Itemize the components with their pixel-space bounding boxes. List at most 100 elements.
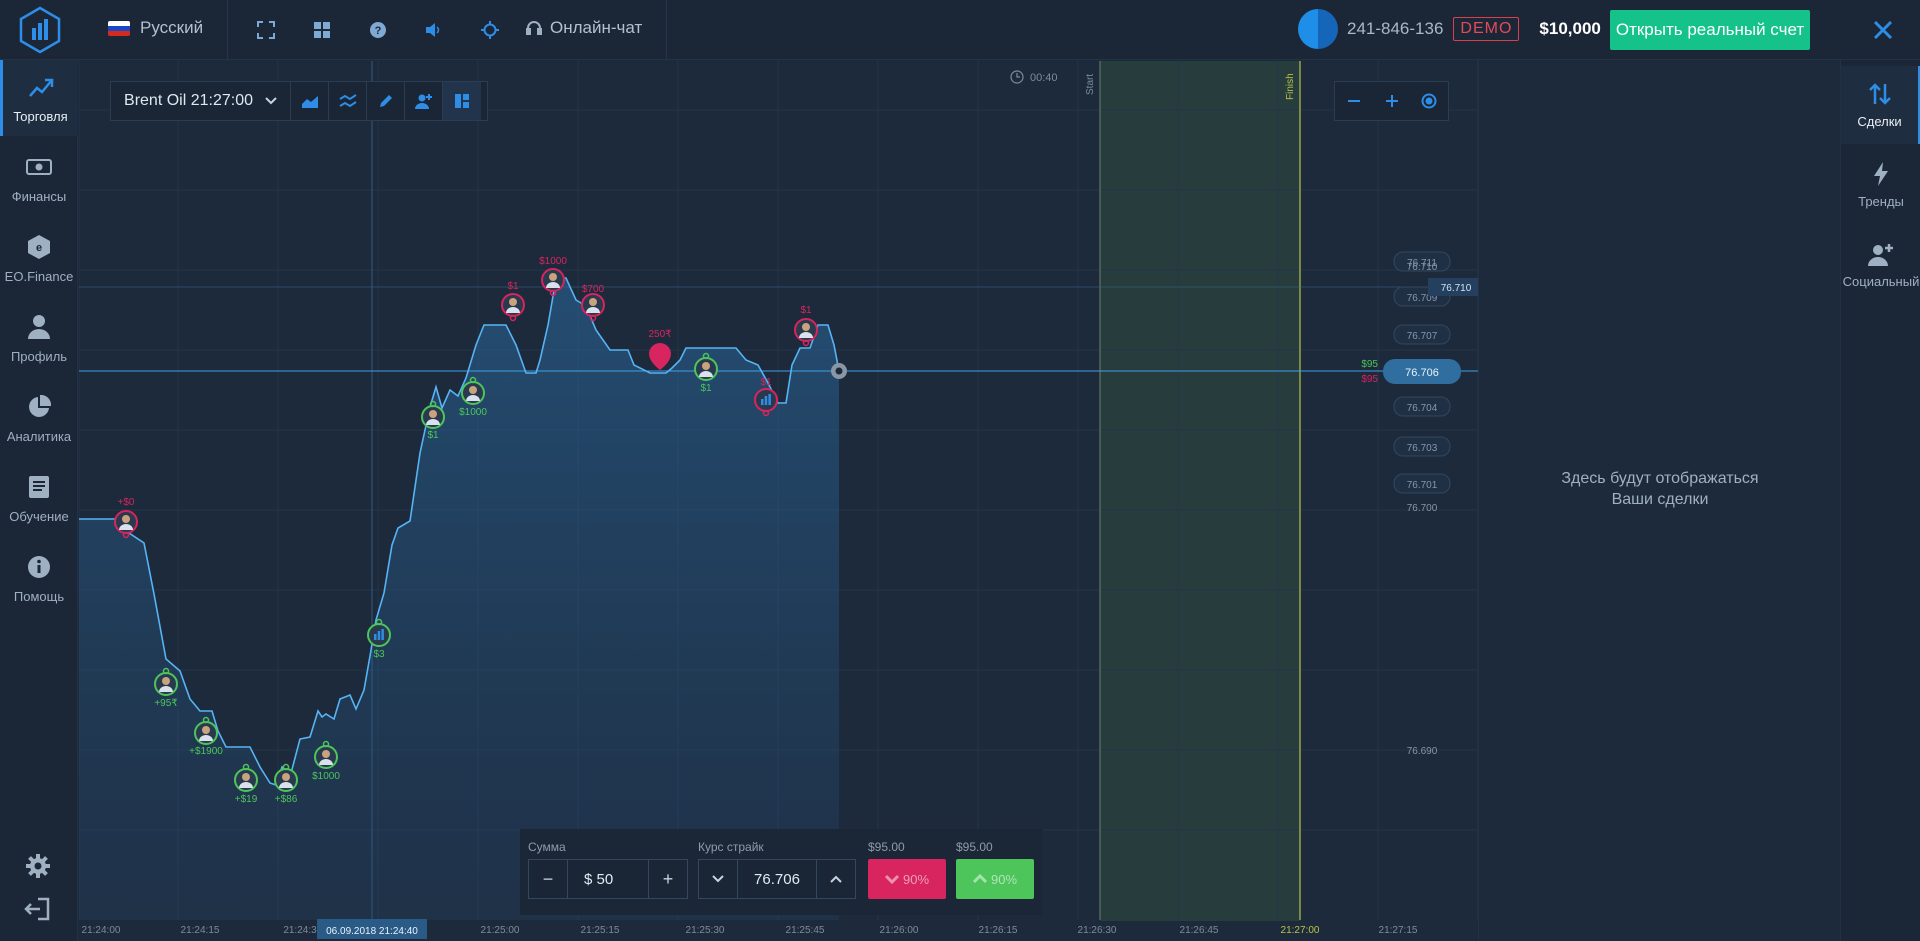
online-chat-button[interactable]: Онлайн-чат bbox=[526, 18, 642, 38]
plus-icon bbox=[1385, 95, 1398, 107]
asset-toolbar: Brent Oil 21:27:00 bbox=[110, 81, 488, 121]
trader-marker[interactable]: $1 bbox=[754, 377, 778, 417]
trader-marker[interactable]: $700 bbox=[581, 284, 605, 322]
sound-icon[interactable] bbox=[420, 16, 448, 44]
trader-marker[interactable]: $1000 bbox=[459, 376, 487, 419]
trader-profit-label: +$0 bbox=[118, 497, 135, 508]
put-button[interactable]: 90% bbox=[868, 859, 946, 899]
trader-profit-label: $1 bbox=[800, 305, 812, 316]
price-tick-label: 76.709 bbox=[1407, 293, 1438, 304]
zoom-out-button[interactable] bbox=[1335, 82, 1373, 120]
fullscreen-icon[interactable] bbox=[252, 16, 280, 44]
social-trading-button[interactable] bbox=[405, 82, 443, 120]
trader-marker[interactable]: $3 bbox=[367, 618, 391, 661]
amount-decrease-button[interactable]: − bbox=[542, 868, 554, 889]
avatar[interactable] bbox=[1298, 9, 1338, 49]
close-icon[interactable] bbox=[1865, 12, 1901, 48]
amount-value[interactable]: $ 50 bbox=[567, 860, 649, 898]
trader-marker[interactable]: +$19 bbox=[234, 763, 258, 806]
trader-marker[interactable]: +95₹ bbox=[154, 667, 178, 710]
timer-icon bbox=[1010, 70, 1024, 84]
crosshair-icon[interactable] bbox=[476, 16, 504, 44]
area-chart-icon bbox=[301, 96, 318, 108]
trader-marker[interactable]: $1 bbox=[694, 352, 718, 395]
tab-trends[interactable]: Тренды bbox=[1841, 146, 1920, 224]
down-payout-label: $95.00 bbox=[868, 840, 905, 854]
nav-item-analytics[interactable]: Аналитика bbox=[0, 380, 78, 456]
tab-deals[interactable]: Сделки bbox=[1841, 66, 1920, 144]
lightning-icon bbox=[1874, 161, 1888, 186]
trader-marker[interactable]: $1 bbox=[794, 305, 818, 347]
time-tick-label: 21:24:15 bbox=[181, 925, 220, 936]
trader-marker[interactable]: +$0 bbox=[114, 497, 138, 539]
account-id: 241-846-136 bbox=[1347, 19, 1444, 38]
nav-item-trading[interactable]: Торговля bbox=[0, 60, 78, 136]
start-label: Start bbox=[1085, 74, 1096, 95]
price-chart[interactable]: Start Finish 00:40 76.71176.71076.70976.… bbox=[79, 61, 1478, 941]
zoom-reset-button[interactable] bbox=[1410, 82, 1448, 120]
zoom-in-button[interactable] bbox=[1373, 82, 1411, 120]
balance: $10,000 bbox=[1539, 19, 1601, 38]
nav-label: EO.Finance bbox=[4, 268, 74, 284]
arrow-up-icon bbox=[972, 874, 987, 884]
strike-value[interactable]: 76.706 bbox=[737, 860, 817, 898]
pencil-icon bbox=[379, 95, 392, 107]
money-icon bbox=[25, 153, 53, 181]
gear-icon[interactable] bbox=[24, 852, 52, 880]
online-chat-label: Онлайн-чат bbox=[550, 18, 643, 37]
strike-input[interactable]: 76.706 bbox=[698, 859, 856, 899]
strike-increase-button[interactable] bbox=[817, 860, 855, 898]
amount-increase-button[interactable]: + bbox=[662, 868, 674, 889]
language-selector[interactable]: Русский bbox=[108, 18, 203, 38]
drawing-button[interactable] bbox=[367, 82, 405, 120]
nav-item-finance[interactable]: Финансы bbox=[0, 140, 78, 216]
trader-marker[interactable]: +$1900 bbox=[189, 716, 223, 758]
nav-item-eo-finance[interactable]: e EO.Finance bbox=[0, 220, 78, 296]
layout-icon bbox=[455, 94, 469, 108]
trader-marker[interactable]: $1 bbox=[501, 281, 525, 322]
trader-marker[interactable]: 250₹ bbox=[648, 329, 672, 370]
trader-profit-label: $1 bbox=[700, 383, 712, 394]
language-label: Русский bbox=[140, 18, 204, 37]
pie-chart-icon bbox=[25, 393, 53, 421]
nav-label: Помощь bbox=[13, 588, 65, 604]
logo-icon[interactable] bbox=[16, 6, 64, 54]
logout-icon[interactable] bbox=[24, 897, 50, 921]
payout-up-label: $95 bbox=[1361, 359, 1378, 370]
strike-decrease-button[interactable] bbox=[699, 860, 737, 898]
open-real-account-button[interactable]: Открыть реальный счет bbox=[1610, 10, 1810, 50]
layout-grid-icon[interactable] bbox=[308, 16, 336, 44]
price-area bbox=[79, 278, 839, 920]
multi-chart-button[interactable] bbox=[443, 82, 481, 120]
indicators-button[interactable] bbox=[329, 82, 367, 120]
price-tick-label: 76.711 bbox=[1407, 258, 1437, 269]
help-icon[interactable]: ? bbox=[364, 16, 392, 44]
user-icon bbox=[25, 313, 53, 341]
chart-type-button[interactable] bbox=[291, 82, 329, 120]
nav-item-profile[interactable]: Профиль bbox=[0, 300, 78, 376]
chart-trend-icon bbox=[27, 73, 55, 101]
trader-marker[interactable]: $1000 bbox=[539, 256, 567, 297]
tab-social[interactable]: Социальный bbox=[1841, 226, 1920, 304]
trader-marker[interactable]: $1000 bbox=[312, 740, 340, 783]
target-icon bbox=[1421, 93, 1437, 109]
time-tick-label: 21:27:15 bbox=[1379, 925, 1418, 936]
account-info[interactable]: 241-846-136 DEMO $10,000 bbox=[1298, 9, 1601, 49]
price-tick-label: 76.703 bbox=[1407, 443, 1438, 454]
left-navigation: Торговля Финансы e EO.Finance Профиль Ан… bbox=[0, 60, 78, 941]
arrow-down-icon bbox=[884, 874, 899, 884]
nav-item-help[interactable]: Помощь bbox=[0, 540, 78, 616]
current-price-tag bbox=[1383, 359, 1461, 384]
trader-marker[interactable]: $1 bbox=[421, 400, 445, 442]
demo-badge: DEMO bbox=[1453, 17, 1520, 41]
deals-empty-line2: Ваши сделки bbox=[1611, 491, 1709, 508]
amount-input[interactable]: − $ 50 + bbox=[528, 859, 688, 899]
trader-marker[interactable]: +$86 bbox=[274, 763, 298, 806]
book-icon bbox=[25, 473, 53, 501]
finish-label: Finish bbox=[1285, 73, 1296, 100]
asset-selector[interactable]: Brent Oil 21:27:00 bbox=[111, 82, 291, 120]
strike-label: Курс страйк bbox=[698, 840, 764, 854]
call-button[interactable]: 90% bbox=[956, 859, 1034, 899]
nav-item-education[interactable]: Обучение bbox=[0, 460, 78, 536]
call-percent: 90% bbox=[990, 871, 1018, 887]
